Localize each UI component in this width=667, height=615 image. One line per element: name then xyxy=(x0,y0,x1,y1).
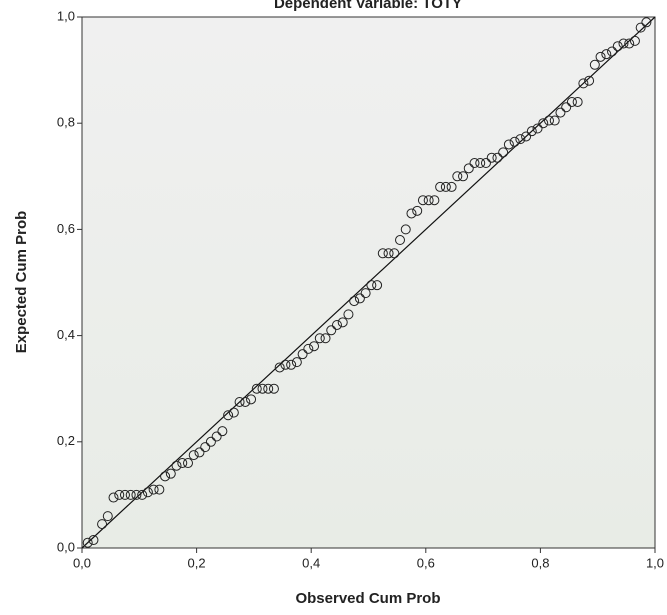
x-tick-label: 0,4 xyxy=(302,555,320,570)
chart-title: Dependent Variable: TOTY xyxy=(274,0,462,12)
y-tick-label: 0,2 xyxy=(57,433,75,448)
y-tick-label: 0,4 xyxy=(57,327,75,342)
y-tick-label: 1,0 xyxy=(57,8,75,23)
y-tick-label: 0,8 xyxy=(57,115,75,130)
y-tick-label: 0,6 xyxy=(57,221,75,236)
chart: Dependent Variable: TOTY Observed Cum Pr… xyxy=(0,0,667,615)
x-axis-label: Observed Cum Prob xyxy=(295,590,440,607)
y-axis-label: Expected Cum Prob xyxy=(13,211,30,354)
x-tick-label: 0,8 xyxy=(531,555,549,570)
x-tick-label: 0,0 xyxy=(73,555,91,570)
x-tick-label: 1,0 xyxy=(646,555,664,570)
x-tick-label: 0,2 xyxy=(188,555,206,570)
y-tick-label: 0,0 xyxy=(57,539,75,554)
x-tick-label: 0,6 xyxy=(417,555,435,570)
